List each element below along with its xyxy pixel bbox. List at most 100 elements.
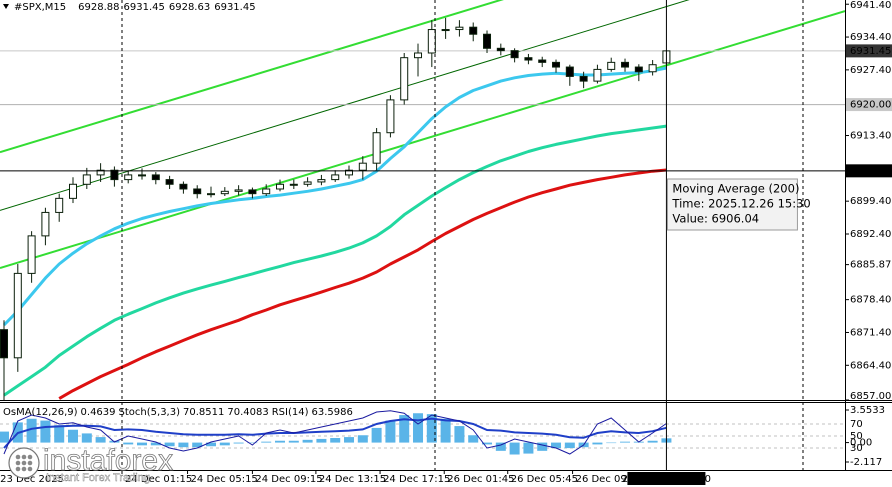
- bid-label-box: [846, 44, 892, 58]
- candle-body: [634, 66, 643, 73]
- x-tick-label: 26 Dec 01:45: [447, 474, 514, 485]
- osma-bar: [26, 418, 37, 443]
- osma-bar: [592, 442, 603, 445]
- tooltip-title: Moving Average (200): [672, 182, 799, 196]
- osma-bar: [206, 442, 217, 447]
- y-tick-label: 6892.40: [850, 229, 891, 240]
- candle-body: [372, 132, 381, 164]
- osma-bar: [247, 442, 258, 444]
- osma-bar: [81, 433, 92, 443]
- candle-body: [400, 57, 409, 101]
- x-tick-label: 24 Dec 05:15: [191, 474, 258, 485]
- oscillator-pane: [0, 410, 845, 455]
- y-tick-label: 6871.40: [850, 327, 891, 338]
- symbol: #SPX,M15: [14, 2, 66, 13]
- osma-bar: [413, 413, 424, 443]
- candle-body: [386, 99, 395, 134]
- y-tick-label: 6864.40: [850, 360, 891, 371]
- osma-tick-label: 0.00: [850, 438, 872, 449]
- candle-body: [414, 52, 423, 59]
- main-pane: [0, 0, 845, 400]
- channel-line: [0, 10, 845, 269]
- crosshair-price-box: [846, 164, 892, 178]
- osma-bar: [482, 442, 493, 445]
- candle-body: [565, 66, 574, 77]
- x-tick-label: 24 Dec 13:15: [319, 474, 386, 485]
- candle-body: [345, 169, 354, 176]
- x-tick-label: 24 Dec 09:15: [255, 474, 322, 485]
- x-tick-label: 26 Dec 09:45: [576, 474, 643, 485]
- osma-bar: [150, 442, 161, 446]
- osma-bar: [54, 425, 65, 443]
- moving-average: [58, 168, 667, 400]
- y-tick-label: 6857.00: [850, 391, 891, 402]
- y-tick-label: 6899.40: [850, 196, 891, 207]
- osma-bar: [40, 420, 51, 443]
- osma-bar: [233, 442, 244, 444]
- osma-bar: [164, 442, 175, 447]
- osma-tick-label: 3.5533: [850, 405, 885, 416]
- oscillator-value: 0.4639: [81, 407, 116, 418]
- candle-body: [138, 174, 147, 177]
- moving-average: [3, 124, 667, 397]
- logo-name: instaforex: [43, 444, 173, 477]
- candle-body: [110, 169, 119, 181]
- logo: instaforex Instant Forex Trading: [8, 444, 173, 484]
- osma-bar: [219, 442, 230, 446]
- level-label: 30: [850, 443, 863, 454]
- rsi-line: [3, 417, 667, 449]
- candle-body: [248, 189, 257, 195]
- tooltip-box: [666, 178, 798, 231]
- candle-body: [276, 183, 285, 190]
- y-tick-label: 6913.40: [850, 131, 891, 142]
- ohlc-value: 6928.63: [169, 2, 210, 13]
- ohlc-value: 6931.45: [124, 2, 165, 13]
- osma-bar: [357, 435, 368, 443]
- osma-bar: [523, 442, 534, 454]
- osma-tick-label: -2.117: [850, 457, 882, 468]
- candle-body: [262, 188, 271, 195]
- oscillator-value: RSI(14): [272, 407, 309, 418]
- tooltip-value: Value: 6906.04: [672, 212, 759, 226]
- candle-body: [552, 61, 561, 68]
- candle-body: [510, 50, 519, 59]
- candle-body: [27, 235, 36, 274]
- candle-body: [579, 75, 588, 82]
- header-icon: [3, 4, 9, 9]
- candle-body: [234, 189, 243, 192]
- tooltip-time: Time: 2025.12.26 15:30: [671, 197, 810, 211]
- osma-bar: [606, 442, 617, 444]
- osma-bar: [123, 442, 134, 445]
- candle-body: [441, 29, 450, 32]
- osma-bar: [137, 442, 148, 446]
- candle-body: [593, 68, 602, 82]
- osma-bar: [454, 426, 465, 443]
- hline-label: 6920.00: [850, 100, 891, 111]
- candle-body: [317, 179, 326, 183]
- candle-body: [96, 169, 105, 176]
- candle-body: [621, 61, 630, 68]
- osma-bar: [647, 440, 658, 443]
- candle-body: [455, 26, 464, 31]
- osma-bar: [261, 441, 272, 443]
- oscillator-value: Stoch(5,3,3): [119, 407, 181, 418]
- oscillator-value: 70.8511: [183, 407, 224, 418]
- osma-bar: [330, 438, 341, 443]
- osma-bar: [0, 431, 10, 443]
- candle-body: [151, 174, 160, 181]
- osma-bar: [316, 438, 327, 443]
- channel-line: [0, 0, 690, 211]
- candle-body: [220, 190, 229, 195]
- osma-bar: [399, 415, 410, 443]
- candle-body: [648, 64, 657, 73]
- logo-tagline: Instant Forex Trading: [46, 472, 150, 484]
- candle-body: [607, 61, 616, 70]
- osma-bar: [288, 440, 299, 443]
- stoch-line: [3, 410, 667, 455]
- separators: [121, 0, 804, 470]
- x-tick-label: 26 Dec 05:45: [511, 474, 578, 485]
- candle-body: [41, 211, 50, 237]
